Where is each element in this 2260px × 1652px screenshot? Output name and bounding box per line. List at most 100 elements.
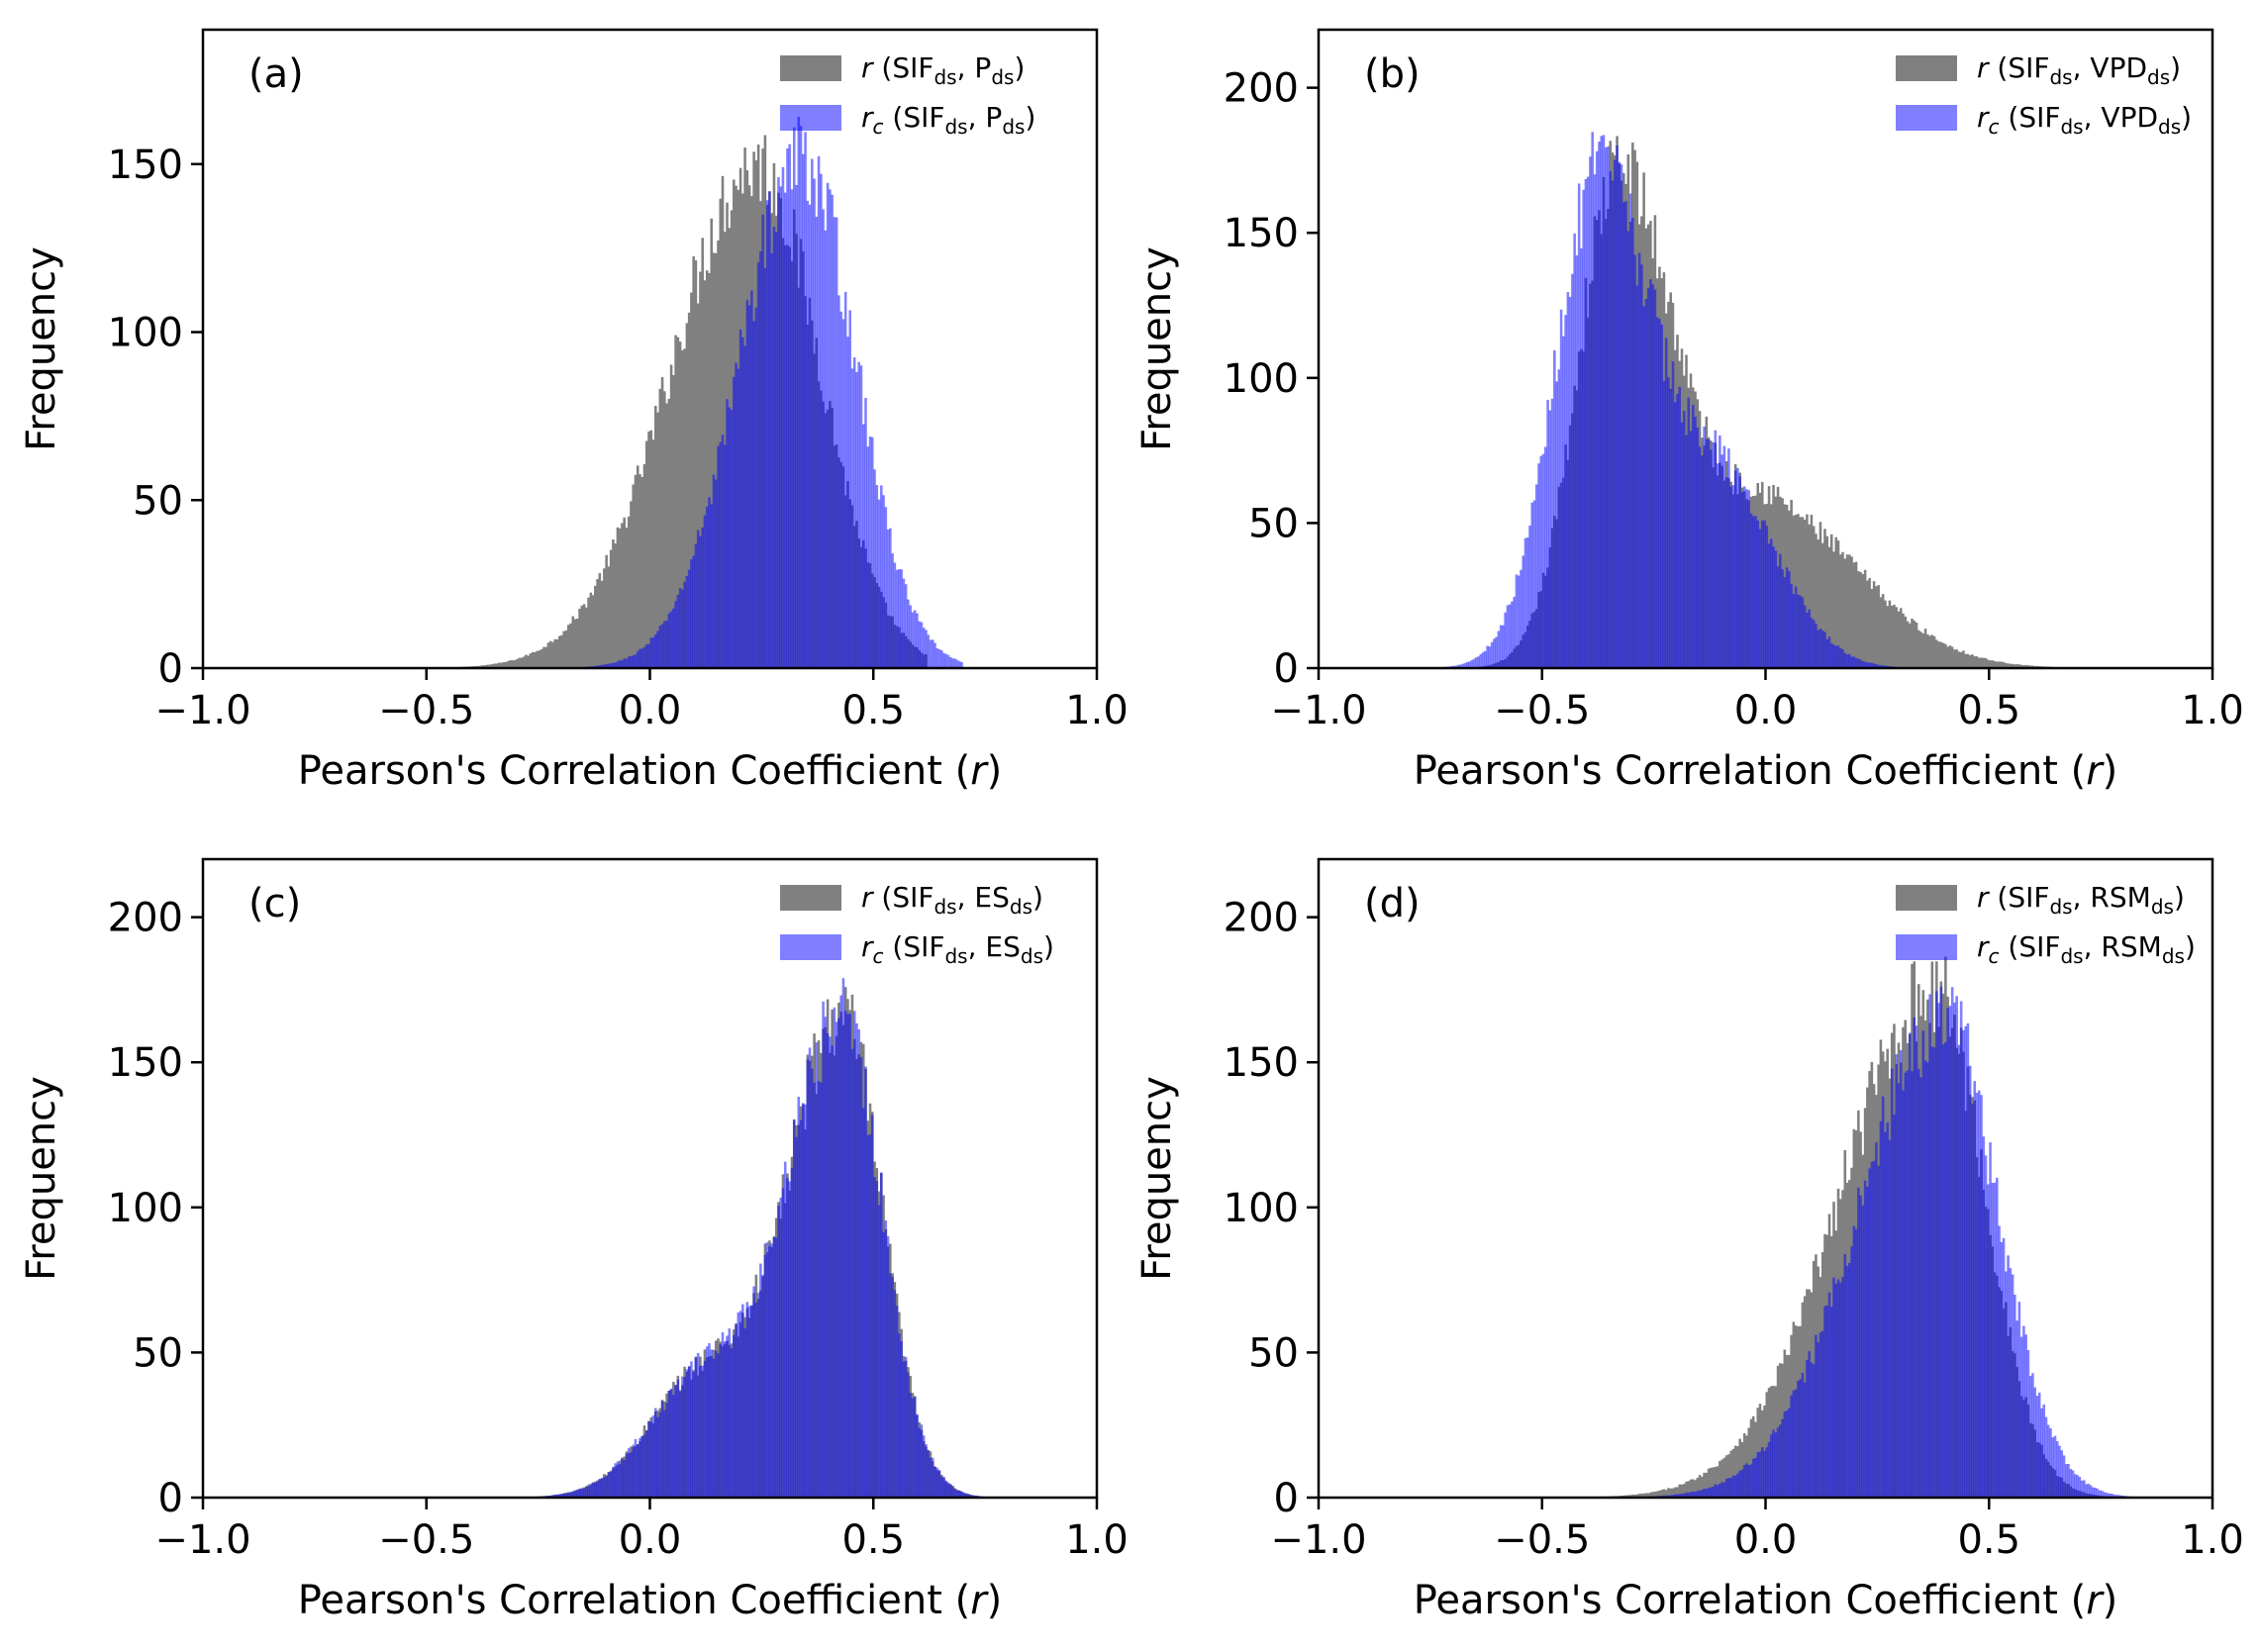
histogram-bar: [1930, 634, 1934, 668]
histogram-bar: [955, 1490, 959, 1498]
histogram-bar: [2014, 1294, 2016, 1498]
histogram-bar: [1676, 393, 1679, 668]
histogram-bar: [737, 368, 740, 668]
histogram-bar: [1884, 1131, 1887, 1498]
histogram-bar: [882, 1231, 885, 1498]
histogram-bar: [907, 599, 910, 668]
histogram-bar: [2049, 1428, 2052, 1498]
histogram-bar: [540, 648, 543, 668]
histogram-bar: [479, 665, 483, 668]
histogram-bar: [2107, 1493, 2111, 1498]
histogram-bar: [951, 658, 954, 668]
histogram-bar: [1870, 662, 1874, 668]
histogram-bar: [1812, 526, 1816, 668]
histogram-bar: [703, 515, 707, 668]
histogram-bar: [571, 616, 575, 668]
x-axis-label: Pearson's Correlation Coefficient (r): [1414, 1578, 2118, 1623]
histogram-bar: [1953, 1002, 1956, 1498]
histogram-bar: [895, 569, 899, 668]
histogram-bar: [1689, 431, 1693, 668]
histogram-bar: [895, 1306, 899, 1498]
histogram-bar: [1944, 643, 1947, 668]
histogram-bar: [544, 646, 547, 668]
legend-close-paren: ): [1032, 881, 1043, 914]
panel-label: (c): [248, 881, 301, 926]
histogram-bar: [1680, 1494, 1684, 1498]
histogram-bar: [1774, 1432, 1778, 1498]
histogram-bar: [1710, 449, 1713, 668]
histogram-bar: [743, 345, 746, 668]
legend-comma: ,: [2084, 930, 2102, 963]
histogram-bar: [566, 1492, 570, 1498]
x-tick-label: 0.5: [841, 688, 905, 733]
histogram-bar: [1698, 1475, 1702, 1498]
histogram-bar: [603, 664, 606, 668]
histogram-bar: [623, 1460, 626, 1498]
histogram-bar: [875, 485, 879, 668]
histogram-bar: [1604, 146, 1608, 668]
y-tick-label: 150: [108, 143, 183, 188]
histogram-bar: [1738, 1470, 1741, 1498]
histogram-bar: [875, 1181, 879, 1498]
histogram-bar: [1745, 1463, 1748, 1498]
histogram-bar: [1763, 1450, 1766, 1498]
histogram-bar: [658, 626, 662, 668]
histogram-bar: [777, 177, 780, 668]
histogram-bar: [484, 664, 487, 668]
histogram-bar: [1939, 641, 1943, 668]
histogram-bar: [1806, 1360, 1809, 1498]
histogram-bar: [551, 1495, 554, 1498]
histogram-bar: [741, 337, 744, 668]
histogram-bar: [672, 374, 675, 668]
histogram-bar: [482, 665, 485, 668]
histogram-bar: [1660, 1490, 1663, 1498]
histogram-bar: [612, 662, 615, 668]
y-tick-label: 100: [108, 311, 183, 356]
histogram-bar: [705, 506, 709, 668]
histogram-bar: [2044, 1416, 2048, 1498]
histogram-bar: [953, 1489, 957, 1498]
histogram-bar: [1881, 1096, 1885, 1498]
histogram-bar: [1859, 659, 1862, 668]
x-tick-label: −1.0: [154, 688, 250, 733]
x-tick-label: −1.0: [154, 1517, 250, 1563]
histogram-bar: [1832, 1277, 1835, 1498]
histogram-bar: [804, 132, 807, 668]
histogram-bar: [2071, 1470, 2075, 1498]
histogram-bar: [2035, 1396, 2039, 1498]
legend-symbol: r: [1977, 101, 1990, 134]
x-tick-label: −0.5: [1494, 688, 1590, 733]
legend-comma: ,: [2084, 101, 2102, 134]
histogram-bar: [580, 1489, 584, 1498]
histogram-bar: [904, 584, 908, 668]
histogram-bar: [843, 291, 847, 668]
histogram-bar: [1727, 1477, 1730, 1498]
histogram-bar: [1836, 540, 1840, 668]
histogram-bar: [942, 1476, 945, 1498]
histogram-bar: [1980, 1095, 1983, 1498]
histogram-bar: [654, 634, 657, 668]
legend-swatch: [1896, 934, 1957, 960]
histogram-bar: [546, 642, 550, 668]
histogram-bar: [756, 262, 760, 668]
histogram-bar: [786, 147, 789, 669]
histogram-bar: [2033, 1387, 2036, 1498]
x-axis-label-text: Pearson's Correlation Coefficient (: [298, 748, 971, 794]
legend-swatch: [780, 55, 841, 81]
chart-panel: −1.0 −0.5 0.0 0.5 1.0 0 50 100 150 200 Pearson's C…: [1134, 28, 2244, 794]
histogram-bar: [939, 649, 943, 668]
histogram-bar: [1705, 1489, 1709, 1498]
legend-var-2: ES: [985, 930, 1020, 963]
histogram-bar: [1502, 625, 1505, 668]
histogram-bar: [824, 230, 828, 669]
histogram-bar: [911, 612, 915, 668]
histogram-bar: [1872, 1160, 1876, 1498]
histogram-series: [580, 116, 963, 669]
histogram-bar: [1955, 649, 1958, 668]
histogram-bar: [2062, 1455, 2066, 1498]
legend-open-paren: (: [884, 930, 904, 963]
histogram-bar: [1749, 1464, 1753, 1498]
histogram-bar: [2060, 1450, 2064, 1498]
histogram-bar: [929, 1457, 933, 1498]
histogram-bar: [486, 664, 490, 668]
